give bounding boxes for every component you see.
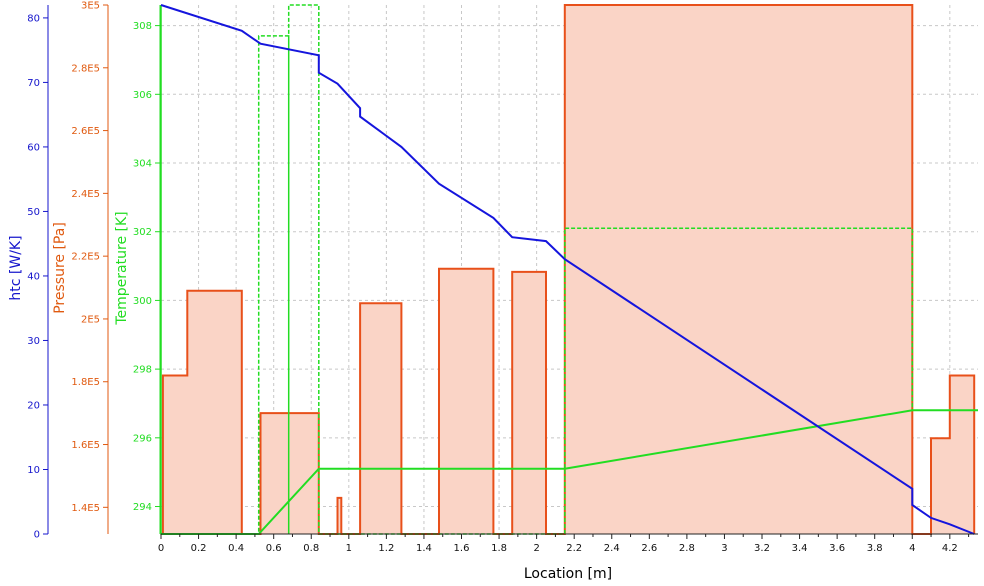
x-tick-label: 4 [909, 543, 915, 554]
htc-tick-label: 40 [27, 271, 40, 282]
htc-series-line [160, 4, 975, 535]
x-tick-label: 2.6 [641, 543, 657, 554]
x-tick-label: 1 [346, 543, 352, 554]
temperature-tick-label: 308 [133, 21, 152, 32]
temperature-tick-label: 302 [133, 227, 152, 238]
x-tick-label: 3.4 [792, 543, 808, 554]
pressure-tick-label: 3E5 [81, 1, 100, 12]
x-tick-label: 2.8 [679, 543, 695, 554]
temperature-dashed-series-line [160, 4, 978, 535]
x-tick-label: 1.4 [416, 543, 432, 554]
x-tick-label: 2 [533, 543, 539, 554]
temperature-tick-label: 294 [133, 502, 152, 513]
x-tick-label: 4.2 [942, 543, 958, 554]
x-tick-label: 2.4 [604, 543, 620, 554]
x-tick-label: 1.8 [491, 543, 507, 554]
x-tick-label: 3.2 [754, 543, 770, 554]
htc-tick-label: 70 [27, 78, 40, 89]
x-tick-label: 3 [721, 543, 727, 554]
axes-layer: 0 0.2 0.4 0.6 0.8 1 1.2 1.4 1.6 1.8 2 2.2 2.4 2.6 2.8 3… [27, 1, 978, 554]
pressure-tick-label: 2.6E5 [71, 126, 100, 137]
temperature-tick-label: 296 [133, 433, 152, 444]
x-tick-label: 0 [158, 543, 164, 554]
x-axis-title: Location [m] [524, 566, 612, 582]
pressure-fill [162, 5, 975, 534]
pressure-tick-label: 2.2E5 [71, 252, 100, 263]
x-tick-label: 3.6 [829, 543, 845, 554]
htc-tick-label: 50 [27, 207, 40, 218]
x-tick-label: 2.2 [566, 543, 582, 554]
htc-tick-label: 80 [27, 13, 40, 24]
htc-tick-label: 60 [27, 142, 40, 153]
pressure-tick-label: 2.4E5 [71, 189, 100, 200]
pressure-tick-label: 2E5 [81, 314, 100, 325]
x-tick-label: 0.4 [228, 543, 244, 554]
htc-tick-label: 10 [27, 465, 40, 476]
x-tick-label: 1.2 [378, 543, 394, 554]
x-tick-label: 1.6 [454, 543, 470, 554]
pressure-axis-title: Pressure [Pa] [52, 222, 68, 314]
temperature-tick-label: 304 [133, 159, 152, 170]
x-tick-label: 0.2 [191, 543, 207, 554]
pressure-tick-label: 1.8E5 [71, 377, 100, 388]
pressure-tick-label: 1.6E5 [71, 440, 100, 451]
x-tick-label: 0.6 [266, 543, 282, 554]
htc-tick-label: 0 [34, 530, 40, 541]
x-tick-label: 3.8 [867, 543, 883, 554]
x-tick-label: 0.8 [303, 543, 319, 554]
htc-tick-label: 20 [27, 400, 40, 411]
temperature-tick-label: 298 [133, 365, 152, 376]
pressure-tick-label: 1.4E5 [71, 503, 100, 514]
temperature-tick-label: 306 [133, 90, 152, 101]
pressure-tick-label: 2.8E5 [71, 63, 100, 74]
temperature-tick-label: 300 [133, 296, 152, 307]
temperature-axis-title: Temperature [K] [114, 211, 130, 325]
htc-tick-label: 30 [27, 336, 40, 347]
htc-axis-title: htc [W/K] [8, 235, 24, 300]
